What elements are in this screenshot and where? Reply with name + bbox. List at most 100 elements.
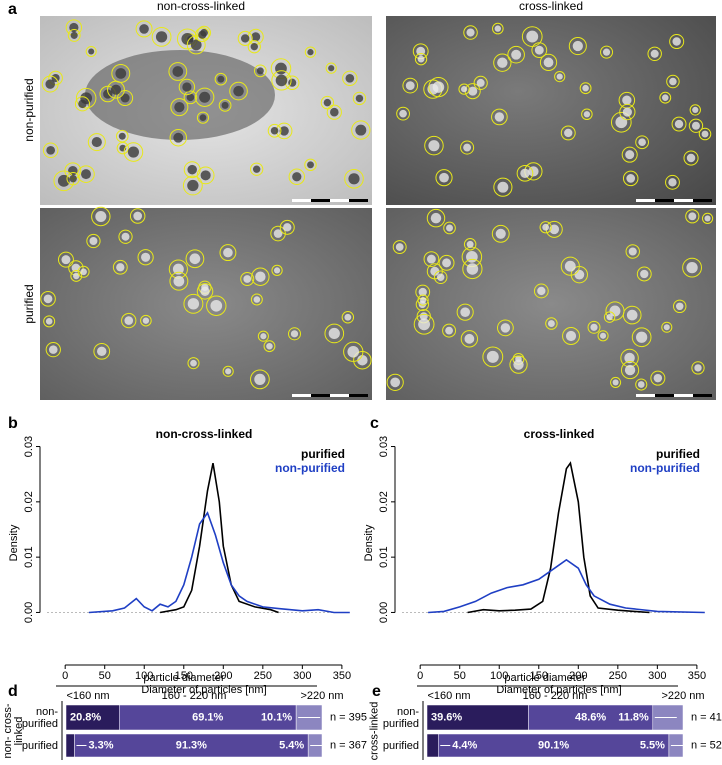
particle [328, 65, 335, 72]
x-tick-label: 200 [569, 670, 587, 682]
particle-outline [463, 25, 478, 40]
particle-outline [666, 74, 680, 89]
particle [430, 266, 440, 276]
particle-outline [605, 301, 625, 321]
particle-outline [661, 321, 673, 333]
particle-outline [116, 141, 129, 155]
particle [283, 223, 292, 232]
particle [307, 161, 314, 169]
particle [638, 138, 646, 147]
particle-outline [42, 142, 59, 159]
particle [672, 37, 681, 46]
particle-outline [194, 87, 215, 107]
particle-outline [123, 142, 144, 162]
particle [357, 354, 368, 366]
particle-outline [257, 330, 269, 342]
particle-outline [112, 259, 128, 275]
particle-outline [597, 330, 609, 342]
particle-outline [631, 327, 652, 348]
density-line [428, 558, 705, 614]
particle-outline [87, 133, 106, 152]
panel-letter: c [370, 415, 379, 432]
bar-segment [528, 704, 654, 731]
bar-segment [426, 733, 439, 758]
particle-outline [539, 221, 552, 234]
particle [199, 114, 207, 121]
x-axis-label: Diameter of particles [nm] [141, 684, 266, 696]
particle [243, 275, 252, 283]
bar-segment [65, 733, 75, 758]
panel-letter: e [372, 683, 381, 700]
legend-label: purified [301, 447, 345, 461]
particle-outline [352, 91, 367, 106]
chart-title: particle diameter [143, 672, 225, 684]
aggregate [85, 50, 275, 140]
particle [273, 229, 283, 238]
particle-outline [545, 317, 558, 330]
particle-outline [342, 70, 358, 86]
particle [275, 62, 287, 75]
particle-outline [250, 293, 263, 306]
legend-label: non-purified [275, 461, 345, 475]
particle-outline [288, 168, 306, 185]
particle-outline [433, 270, 448, 285]
particle-outline [392, 240, 407, 255]
particle [674, 119, 684, 129]
particle-outline [560, 125, 576, 141]
particle [495, 228, 506, 239]
particle [43, 294, 53, 304]
particle [270, 126, 279, 135]
particle-outline [304, 46, 317, 58]
particle-outline [222, 365, 234, 377]
particle-outline [169, 271, 189, 291]
particle [80, 268, 87, 276]
particle [189, 253, 201, 265]
particle-outline [178, 78, 196, 96]
particle [417, 55, 425, 63]
particle [572, 40, 583, 52]
particle [120, 93, 130, 103]
x-tick-label: 350 [333, 670, 351, 682]
value-label: 91.3% [176, 739, 207, 751]
particle [45, 79, 55, 89]
legend-label: purified [656, 447, 700, 461]
particle [494, 25, 501, 32]
particle-outline [250, 369, 270, 390]
particle-outline [622, 170, 639, 187]
particle-outline [685, 209, 700, 224]
y-tick-label: 0.02 [23, 491, 35, 512]
particle [494, 112, 505, 122]
particle [663, 324, 670, 331]
particle [439, 172, 449, 183]
particle [97, 346, 107, 357]
particle [686, 153, 696, 163]
particle [542, 223, 550, 231]
particle [637, 381, 645, 388]
particle [251, 32, 261, 42]
particle-outline [497, 319, 514, 337]
particle [355, 94, 364, 103]
particle [110, 84, 122, 95]
particle-outline [77, 265, 90, 278]
particle [173, 275, 185, 287]
particle [307, 49, 314, 56]
column-header: 160 - 220 nm [523, 690, 588, 702]
sample-size: n = 395 [330, 711, 367, 723]
particle [190, 39, 202, 51]
scale-bar [330, 199, 349, 202]
column-header: >220 nm [300, 690, 343, 702]
particle [476, 78, 485, 87]
particle [436, 273, 445, 282]
particle [187, 164, 197, 175]
x-tick-label: 200 [214, 670, 232, 682]
value-label: 4.4% [452, 739, 477, 751]
particle [662, 94, 669, 101]
particle-outline [463, 238, 477, 251]
particle [174, 101, 185, 113]
particle-outline [568, 36, 587, 56]
particle-outline [691, 361, 705, 375]
particle [260, 333, 267, 340]
particle [186, 93, 195, 102]
particle-outline [170, 98, 189, 117]
particle-outline [531, 42, 548, 59]
